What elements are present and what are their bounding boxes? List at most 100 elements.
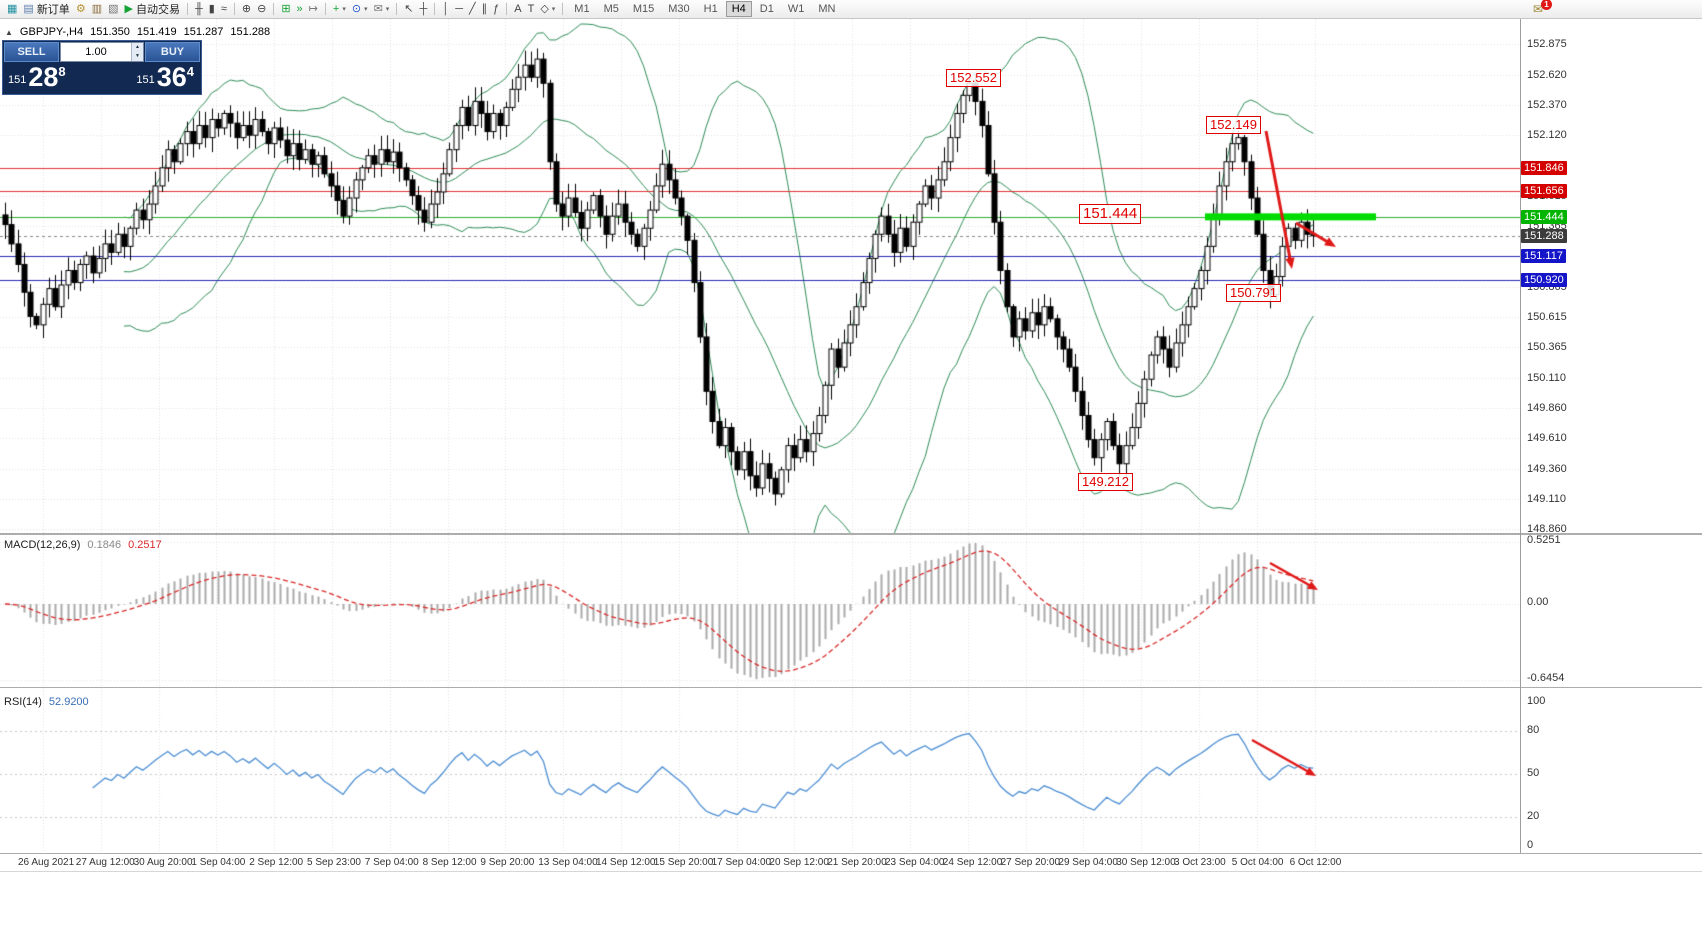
rsi-indicator-panel[interactable]: RSI(14) 52.9200 [0,687,1702,854]
notification-badge: 1 [1541,0,1552,10]
crosshair-icon[interactable]: ┼ [417,1,431,18]
time-axis-label: 27 Sep 20:00 [1000,857,1061,868]
timeframe-h4-button[interactable]: H4 [725,1,752,17]
time-axis-label: 20 Sep 12:00 [769,857,829,868]
new-order-button[interactable]: ▤ 新订单 [20,1,72,18]
crosshair-icon: ┼ [419,2,428,15]
toolbar-separator [434,3,436,15]
macd-name: MACD(12,26,9) [4,539,81,551]
volume-input[interactable] [61,43,131,61]
bar-chart-icon[interactable]: ╫ [192,1,206,18]
ask-big-digits: 36 [156,62,187,92]
fibonacci-icon: ƒ [493,2,500,15]
price-annotation[interactable]: 150.791 [1226,284,1281,302]
zoom-out-icon[interactable]: ⊖ [254,1,269,18]
trendline-icon[interactable]: ╱ [466,1,479,18]
toolbar-separator [324,3,326,15]
price-annotation[interactable]: 149.212 [1078,473,1133,491]
buy-button[interactable]: BUY [145,42,200,62]
price-annotation[interactable]: 152.552 [946,69,1001,87]
horizontal-line-icon: ─ [455,2,463,15]
time-axis-label: 6 Oct 12:00 [1289,857,1342,868]
timeframe-h1-button[interactable]: H1 [703,3,718,15]
main-chart-panel[interactable]: ▲ GBPJPY-,H4 151.350 151.419 151.287 151… [0,19,1702,533]
rsi-canvas [0,688,1520,854]
toolbar-separator [506,3,508,15]
macd-signal-value: 0.2517 [128,539,162,551]
time-axis-label: 21 Sep 20:00 [827,857,887,868]
charts-window-icon[interactable]: ▦ [4,1,20,18]
cursor-icon: ↖ [404,2,414,15]
text-tool-icon[interactable]: A [511,1,524,18]
macd-indicator-panel[interactable]: MACD(12,26,9) 0.1846 0.2517 [0,533,1702,688]
timeframe-mn-button[interactable]: MN [818,3,836,15]
autotrading-button[interactable]: ▶ 自动交易 [122,1,183,18]
data-window-icon[interactable]: ▧ [105,1,121,18]
timeframe-m15-button[interactable]: M15 [632,3,655,15]
chart-shift-icon[interactable]: ↦ [306,1,321,18]
indicators-button[interactable]: + ▾ [330,1,349,18]
timeframe-m30-button[interactable]: M30 [668,3,690,15]
tile-windows-icon: ⊞ [281,2,291,15]
bar-low-value: 151.287 [183,26,224,38]
volume-stepper: ▲ ▼ [131,43,143,61]
channel-icon: ∥ [481,2,488,15]
volume-up-button[interactable]: ▲ [135,44,140,50]
periods-button: ⊙ [351,2,362,15]
trendline-icon: ╱ [468,2,476,15]
tick-direction-icon: ▲ [5,27,13,37]
line-chart-icon[interactable]: ≈ [218,1,230,18]
one-click-trading-panel: SELL ▲ ▼ BUY 151 28 8 151 [2,40,202,95]
timeframe-w1-button[interactable]: W1 [787,3,805,15]
zoom-in-icon: ⊕ [241,2,252,15]
market-watch-icon[interactable]: ▥ [89,1,105,18]
tile-windows-icon[interactable]: ⊞ [278,1,293,18]
expert-wizard-icon[interactable]: ⚙ [73,1,89,18]
time-axis-label: 23 Sep 04:00 [885,857,945,868]
sell-button[interactable]: SELL [4,42,59,62]
bid-prefix: 151 [8,74,27,86]
time-axis[interactable]: 26 Aug 2021 27 Aug 12:00 30 Aug 20:00 1 Sep… [0,853,1702,872]
candlestick-chart-icon[interactable]: ▮ [206,1,218,18]
trade-controls-row: SELL ▲ ▼ BUY [4,42,200,62]
macd-canvas [0,535,1520,688]
text-tool-icon: A [514,2,522,15]
zoom-in-icon[interactable]: ⊕ [239,1,254,18]
timeframe-m5-button[interactable]: M5 [603,3,619,15]
bar-close-value: 151.288 [230,26,271,38]
price-annotation[interactable]: 152.149 [1206,116,1261,134]
zoom-out-icon: ⊖ [257,2,267,15]
volume-down-button[interactable]: ▼ [135,53,140,59]
bar-high-value: 151.419 [136,26,177,38]
vertical-line-icon[interactable]: │ [439,1,452,18]
label-tool-icon[interactable]: T [525,1,538,18]
channel-icon[interactable]: ∥ [479,1,491,18]
bid-big-digits: 28 [28,62,59,92]
shapes-button[interactable]: ◇ ▾ [537,1,558,18]
charts-window-icon: ▦ [7,2,18,15]
line-chart-icon: ≈ [220,2,227,15]
autotrading-button-label: 自动交易 [135,4,180,16]
timeframe-d1-button[interactable]: D1 [759,3,774,15]
chart-shift-icon: ↦ [308,2,318,15]
cursor-icon[interactable]: ↖ [401,1,416,18]
toolbar-separator [562,3,564,15]
chevron-down-icon: ▾ [385,6,390,13]
ask-price: 151 36 4 [136,62,194,92]
time-axis-label: 26 Aug 2021 [18,857,75,868]
templates-button[interactable]: ✉ ▾ [371,1,393,18]
label-tool-icon: T [527,2,535,15]
fibonacci-icon[interactable]: ƒ [490,1,502,18]
timeframe-m1-button[interactable]: M1 [574,3,590,15]
price-annotation[interactable]: 151.444 [1079,204,1142,224]
price-chart-canvas[interactable] [0,19,1520,533]
vertical-line-icon: │ [442,2,450,15]
auto-scroll-icon[interactable]: » [294,1,306,18]
notifications-icon[interactable]: ✉ 1 [1530,0,1552,16]
autotrading-button: ▶ [124,2,133,15]
periods-button[interactable]: ⊙ ▾ [349,1,371,18]
time-axis-label: 3 Oct 23:00 [1174,857,1226,868]
horizontal-line-icon[interactable]: ─ [452,1,466,18]
time-axis-label: 30 Sep 12:00 [1116,857,1176,868]
